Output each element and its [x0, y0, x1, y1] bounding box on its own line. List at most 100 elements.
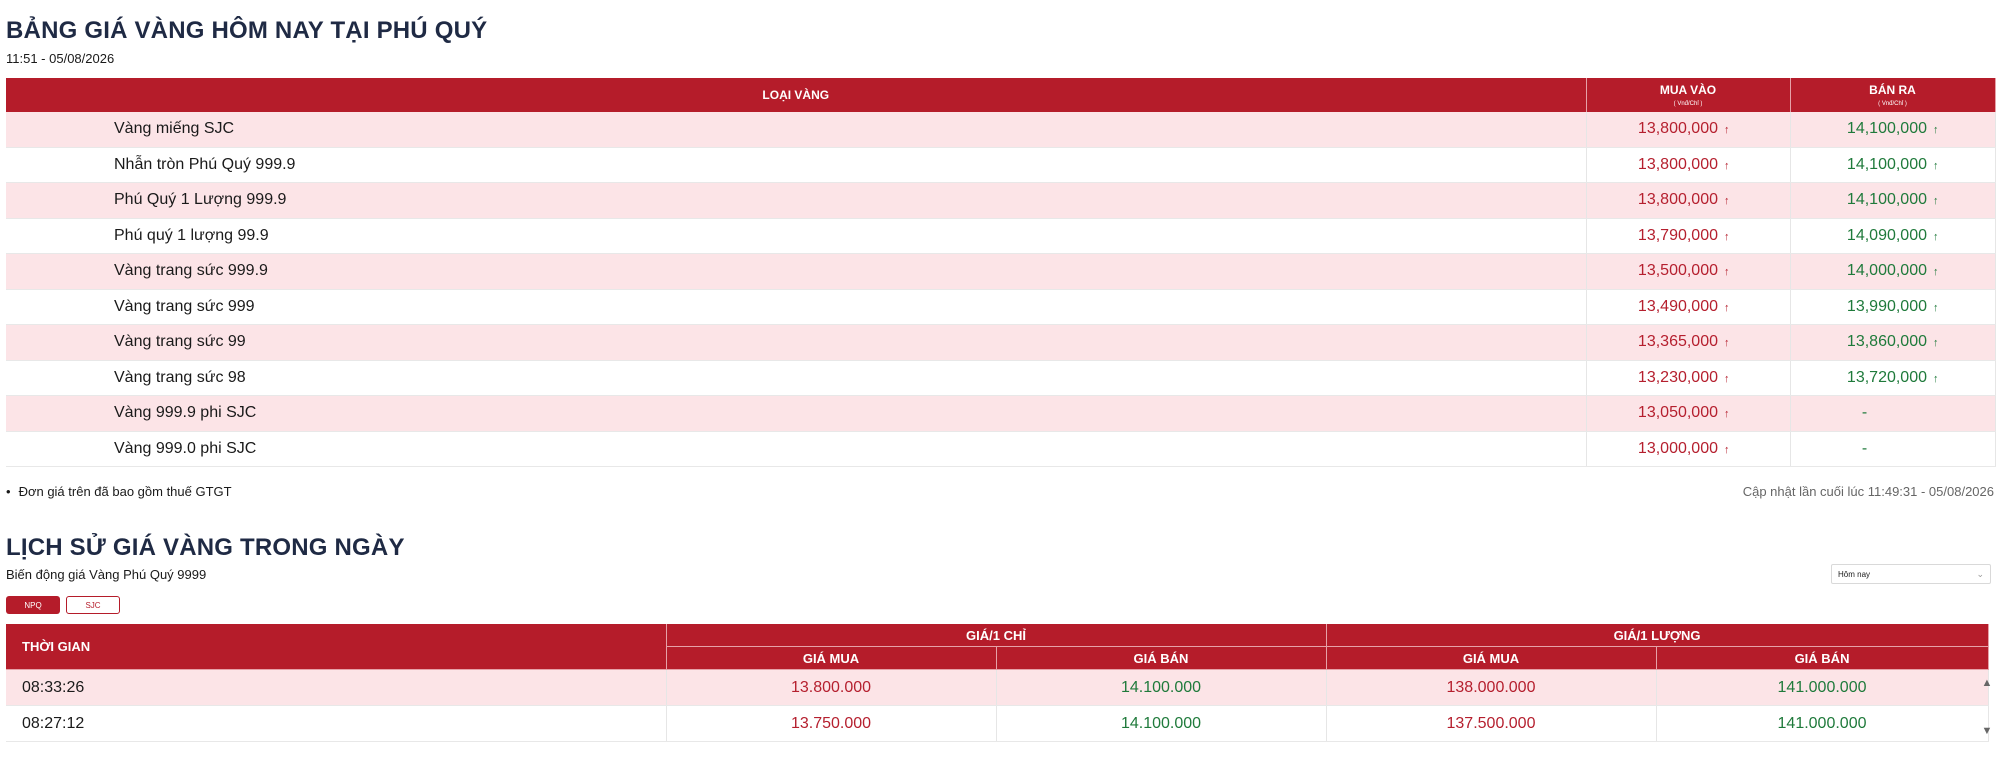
history-chi-buy: 13.750.000: [666, 705, 997, 742]
gold-type-name: Nhẫn tròn Phú Quý 999.9: [6, 147, 1587, 183]
gold-type-name: Vàng trang sức 999.9: [6, 253, 1587, 290]
price-row: Vàng trang sức 999 13,490,000 ↑ 13,990,000 ↑: [6, 289, 1996, 325]
sell-price: 14,100,000: [1846, 120, 1927, 138]
buy-price-cell: 13,490,000 ↑: [1586, 289, 1791, 325]
sell-price: 13,990,000: [1846, 297, 1927, 315]
buy-price-cell: 13,230,000 ↑: [1586, 360, 1791, 396]
header-sell: BÁN RA ( Vnđ/Chỉ ): [1790, 78, 1996, 112]
buy-price-cell: 13,800,000 ↑: [1586, 112, 1791, 148]
header-luong-sell: GIÁ BÁN: [1656, 646, 1989, 670]
buy-price-cell: 13,790,000 ↑: [1586, 218, 1791, 254]
header-gold-type: LOẠI VÀNG: [6, 78, 1587, 112]
sell-price-cell: -: [1790, 395, 1996, 432]
buy-price-cell: 13,800,000 ↑: [1586, 182, 1791, 219]
history-chi-sell: 14.100.000: [996, 705, 1327, 742]
history-row: 08:33:26 13.800.000 14.100.000 138.000.000 1…: [6, 669, 1989, 706]
price-row: Phú quý 1 lượng 99.9 13,790,000 ↑ 14,090,00…: [6, 218, 1996, 254]
arrow-up-icon: ↑: [1724, 372, 1730, 385]
sell-price-cell: 13,720,000 ↑: [1790, 360, 1996, 396]
header-time: THỜI GIAN: [6, 624, 667, 670]
sell-price: 13,720,000: [1846, 368, 1927, 386]
buy-price-cell: 13,500,000 ↑: [1586, 253, 1791, 290]
arrow-up-icon: ↑: [1933, 266, 1939, 279]
arrow-up-icon: ↑: [1933, 301, 1939, 314]
sell-price: 13,860,000: [1846, 333, 1927, 351]
history-luong-sell: 141.000.000: [1656, 705, 1989, 742]
arrow-up-icon: ↑: [1724, 159, 1730, 172]
buy-price: 13,500,000: [1637, 262, 1718, 280]
price-row: Vàng 999.0 phi SJC 13,000,000 ↑ -: [6, 431, 1996, 467]
arrow-up-icon: ↑: [1724, 301, 1730, 314]
vat-note: • Đơn giá trên đã bao gồm thuế GTGT: [6, 484, 232, 499]
price-table: LOẠI VÀNG MUA VÀO ( Vnđ/Chỉ ) BÁN RA ( V…: [6, 78, 1996, 467]
arrow-up-icon: ↑: [1933, 230, 1939, 243]
arrow-up-icon: ↑: [1724, 195, 1730, 208]
history-title: LỊCH SỬ GIÁ VÀNG TRONG NGÀY: [6, 534, 405, 561]
sell-price: 14,090,000: [1846, 226, 1927, 244]
header-per-luong: GIÁ/1 LƯỢNG: [1326, 624, 1989, 647]
sell-price-cell: 14,100,000 ↑: [1790, 182, 1996, 219]
gold-type-name: Vàng trang sức 98: [6, 360, 1587, 396]
price-row: Phú Quý 1 Lượng 999.9 13,800,000 ↑ 14,100,0…: [6, 182, 1996, 219]
gold-type-name: Vàng trang sức 999: [6, 289, 1587, 325]
chevron-down-icon: ⌄: [1976, 569, 1984, 579]
header-per-chi: GIÁ/1 CHỈ: [666, 624, 1327, 647]
arrow-up-icon: ↑: [1724, 408, 1730, 421]
scroll-up-icon[interactable]: ▲: [1981, 677, 1993, 689]
tab-sjc[interactable]: SJC: [66, 596, 120, 614]
sell-price: 14,000,000: [1846, 262, 1927, 280]
period-select-value: Hôm nay: [1838, 569, 1871, 579]
sell-price-cell: 13,860,000 ↑: [1790, 324, 1996, 361]
gold-type-name: Vàng 999.9 phi SJC: [6, 395, 1587, 432]
gold-type-name: Vàng 999.0 phi SJC: [6, 431, 1587, 467]
buy-price: 13,000,000: [1637, 439, 1718, 457]
arrow-up-icon: ↑: [1933, 195, 1939, 208]
sell-price: 14,100,000: [1846, 155, 1927, 173]
buy-price: 13,800,000: [1637, 155, 1718, 173]
price-row: Nhẫn tròn Phú Quý 999.9 13,800,000 ↑ 14,100…: [6, 147, 1996, 183]
gold-type-name: Vàng miếng SJC: [6, 112, 1587, 148]
history-time: 08:33:26: [6, 669, 667, 706]
buy-price-cell: 13,050,000 ↑: [1586, 395, 1791, 432]
header-buy: MUA VÀO ( Vnđ/Chỉ ): [1586, 78, 1791, 112]
tab-npq[interactable]: NPQ: [6, 596, 60, 614]
sell-price: -: [1861, 439, 1868, 457]
arrow-up-icon: ↑: [1724, 230, 1730, 243]
arrow-up-icon: ↑: [1724, 266, 1730, 279]
history-subtitle: Biến động giá Vàng Phú Quý 9999: [6, 567, 207, 582]
buy-price-cell: 13,365,000 ↑: [1586, 324, 1791, 361]
history-chi-sell: 14.100.000: [996, 669, 1327, 706]
last-updated: Cập nhật lần cuối lúc 11:49:31 - 05/08/2…: [1742, 484, 1994, 499]
page-title: BẢNG GIÁ VÀNG HÔM NAY TẠI PHÚ QUÝ: [6, 17, 488, 44]
sell-price-cell: 13,990,000 ↑: [1790, 289, 1996, 325]
buy-price: 13,790,000: [1637, 226, 1718, 244]
price-row: Vàng miếng SJC 13,800,000 ↑ 14,100,000 ↑: [6, 112, 1996, 148]
history-table: THỜI GIAN GIÁ/1 CHỈ GIÁ/1 LƯỢNG GIÁ MUA …: [6, 624, 1989, 742]
gold-type-name: Phú Quý 1 Lượng 999.9: [6, 182, 1587, 219]
gold-type-name: Vàng trang sức 99: [6, 324, 1587, 361]
price-row: Vàng 999.9 phi SJC 13,050,000 ↑ -: [6, 395, 1996, 432]
sell-price-cell: 14,000,000 ↑: [1790, 253, 1996, 290]
period-select[interactable]: Hôm nay ⌄: [1831, 564, 1991, 584]
history-luong-buy: 137.500.000: [1326, 705, 1657, 742]
arrow-up-icon: ↑: [1933, 337, 1939, 350]
header-chi-buy: GIÁ MUA: [666, 646, 997, 670]
price-row: Vàng trang sức 99 13,365,000 ↑ 13,860,000 ↑: [6, 324, 1996, 361]
page-timestamp: 11:51 - 05/08/2026: [6, 51, 115, 66]
arrow-up-icon: ↑: [1724, 337, 1730, 350]
header-chi-sell: GIÁ BÁN: [996, 646, 1327, 670]
buy-price: 13,230,000: [1637, 368, 1718, 386]
sell-price-cell: 14,100,000 ↑: [1790, 147, 1996, 183]
header-buy-unit: ( Vnđ/Chỉ ): [1673, 101, 1703, 107]
buy-price: 13,365,000: [1637, 333, 1718, 351]
buy-price: 13,800,000: [1637, 191, 1718, 209]
arrow-up-icon: ↑: [1724, 124, 1730, 137]
arrow-up-icon: ↑: [1933, 372, 1939, 385]
history-chi-buy: 13.800.000: [666, 669, 997, 706]
buy-price: 13,050,000: [1637, 404, 1718, 422]
sell-price-cell: 14,090,000 ↑: [1790, 218, 1996, 254]
scroll-down-icon[interactable]: ▼: [1981, 725, 1993, 737]
buy-price: 13,800,000: [1637, 120, 1718, 138]
sell-price: 14,100,000: [1846, 191, 1927, 209]
buy-price: 13,490,000: [1637, 297, 1718, 315]
